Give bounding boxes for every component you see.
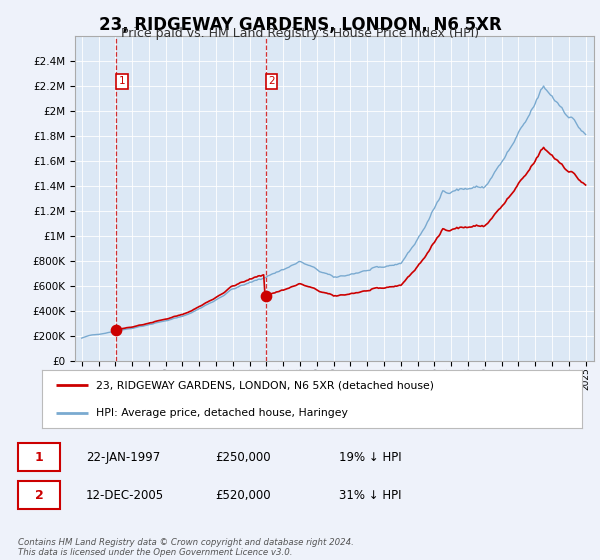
Text: Contains HM Land Registry data © Crown copyright and database right 2024.
This d: Contains HM Land Registry data © Crown c… bbox=[18, 538, 354, 557]
Point bbox=[112, 325, 121, 334]
Text: 22-JAN-1997: 22-JAN-1997 bbox=[86, 451, 160, 464]
Text: HPI: Average price, detached house, Haringey: HPI: Average price, detached house, Hari… bbox=[96, 408, 348, 418]
FancyBboxPatch shape bbox=[18, 444, 60, 471]
FancyBboxPatch shape bbox=[18, 482, 60, 509]
Text: 23, RIDGEWAY GARDENS, LONDON, N6 5XR (detached house): 23, RIDGEWAY GARDENS, LONDON, N6 5XR (de… bbox=[96, 380, 434, 390]
Text: 23, RIDGEWAY GARDENS, LONDON, N6 5XR: 23, RIDGEWAY GARDENS, LONDON, N6 5XR bbox=[98, 16, 502, 34]
Text: 2: 2 bbox=[268, 76, 275, 86]
Text: £250,000: £250,000 bbox=[215, 451, 271, 464]
Text: £520,000: £520,000 bbox=[215, 489, 271, 502]
Point bbox=[261, 292, 271, 301]
Text: 1: 1 bbox=[35, 451, 44, 464]
Text: Price paid vs. HM Land Registry's House Price Index (HPI): Price paid vs. HM Land Registry's House … bbox=[121, 27, 479, 40]
Text: 1: 1 bbox=[119, 76, 125, 86]
Text: 12-DEC-2005: 12-DEC-2005 bbox=[86, 489, 164, 502]
Text: 31% ↓ HPI: 31% ↓ HPI bbox=[340, 489, 402, 502]
Text: 19% ↓ HPI: 19% ↓ HPI bbox=[340, 451, 402, 464]
Text: 2: 2 bbox=[35, 489, 44, 502]
